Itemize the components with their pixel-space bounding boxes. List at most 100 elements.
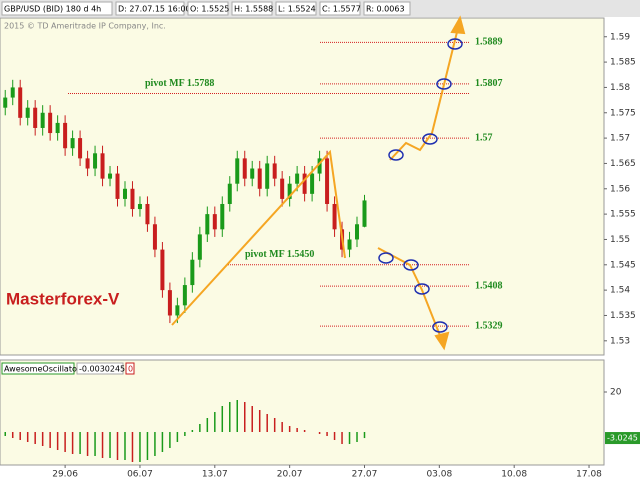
candle-body: [220, 203, 225, 230]
pivot-label: pivot MF 1.5450: [245, 249, 314, 260]
y-tick-label: 1.55: [610, 235, 630, 245]
circle: [432, 321, 448, 333]
candle-body: [280, 178, 285, 199]
candle-body: [212, 214, 217, 230]
header-box: [115, 1, 185, 16]
zigzag: [171, 149, 346, 326]
candle-body: [227, 183, 232, 204]
candle-body: [70, 138, 75, 149]
header-text: C: 1.5577: [322, 5, 361, 14]
level-label: 1.5329: [475, 320, 503, 331]
header-text: H: 1.5588: [234, 5, 273, 14]
arrow-head: [434, 331, 450, 351]
candle-body: [190, 259, 195, 286]
candle-body: [167, 290, 172, 316]
x-tick-label: 06.07: [127, 470, 153, 480]
candle-body: [235, 158, 240, 184]
level-label: 1.57: [475, 132, 493, 143]
pivot-label: pivot MF 1.5788: [145, 78, 214, 89]
candle-body: [295, 173, 300, 184]
candle-body: [250, 168, 255, 179]
header: GBP/USD (BID) 180 d 4h D: 27.07.15 16:00 O…: [1, 1, 411, 16]
candle-body: [137, 203, 142, 210]
candle-body: [332, 203, 337, 230]
candle-body: [287, 183, 292, 199]
candle-body: [265, 163, 270, 189]
candle-body: [55, 122, 60, 134]
osc-aux-box: [125, 362, 135, 375]
circle: [447, 38, 463, 50]
circle: [388, 149, 404, 161]
circle: [378, 252, 394, 264]
candle-body: [175, 305, 180, 316]
candle-body: [100, 153, 105, 179]
osc-current: -0.0030245: [79, 365, 125, 374]
header-text: L: 1.5524: [278, 5, 316, 14]
oscillator-panel: [0, 359, 605, 466]
header-box: [275, 1, 317, 16]
y-tick-label: 1.535: [610, 311, 636, 321]
candle-body: [362, 200, 367, 227]
last-value-label: -3.0245: [607, 434, 638, 443]
candle-body: [145, 203, 150, 225]
y-tick-label: 1.565: [610, 159, 636, 169]
candle-body: [93, 153, 98, 169]
candles: [3, 79, 367, 324]
levels: 1.5889 1.5807 1.57 1.5408 1.5329 pivot MF 1.5…: [68, 37, 503, 331]
candle-body: [310, 173, 315, 194]
candle-body: [63, 122, 68, 149]
circle: [414, 283, 430, 295]
down-arrow: [377, 247, 442, 339]
candle-body: [122, 188, 127, 199]
candle-body: [325, 158, 330, 204]
candle-body: [197, 234, 202, 260]
circle: [403, 259, 419, 271]
y-tick-label: 1.53: [610, 336, 630, 346]
circles: [378, 38, 463, 333]
forecast: [171, 15, 466, 351]
x-tick-label: 03.08: [426, 470, 452, 480]
candle-body: [302, 173, 307, 194]
y-tick-label: 1.58: [610, 83, 630, 93]
candle-body: [355, 224, 360, 240]
candle-body: [115, 173, 120, 199]
header-box: [231, 1, 273, 16]
candle-body: [78, 138, 83, 159]
osc-name: AwesomeOscillator: [4, 365, 81, 374]
header-text: R: 0.0063: [366, 5, 405, 14]
candle-body: [257, 168, 262, 189]
circle: [436, 78, 452, 90]
up-arrow: [389, 27, 459, 161]
candle-body: [40, 112, 45, 128]
candle-body: [160, 249, 165, 291]
candle-body: [182, 285, 187, 306]
osc-aux: 0: [128, 365, 133, 374]
candle-body: [205, 214, 210, 235]
arrow-head: [450, 15, 466, 35]
y-tick-label: 1.59: [610, 32, 630, 42]
y-tick-label: 1.54: [610, 286, 630, 296]
osc-value-box: [76, 362, 124, 375]
header-box: [363, 1, 411, 16]
candle-body: [130, 188, 135, 210]
last-value-box: [605, 432, 640, 445]
candle-body: [317, 158, 322, 174]
axes: 1.53 1.535 1.54 1.545 1.55 1.555 1.56 1.565 1.57…: [52, 32, 636, 479]
y-tick-label: 1.545: [610, 260, 636, 270]
level-label: 1.5807: [475, 78, 503, 89]
y-tick-label: 1.575: [610, 108, 636, 118]
header-box: [319, 1, 361, 16]
candle-body: [25, 107, 30, 118]
header-box: [1, 1, 113, 16]
level-label: 1.5408: [475, 280, 503, 291]
header-box: [187, 1, 229, 16]
candle-body: [85, 158, 90, 169]
candle-body: [33, 107, 38, 128]
price-panel: [0, 17, 605, 356]
header-text: D: 27.07.15 16:00: [118, 5, 191, 14]
candle-body: [347, 239, 352, 250]
osc-label-box: [1, 362, 75, 375]
candle-body: [108, 173, 113, 179]
